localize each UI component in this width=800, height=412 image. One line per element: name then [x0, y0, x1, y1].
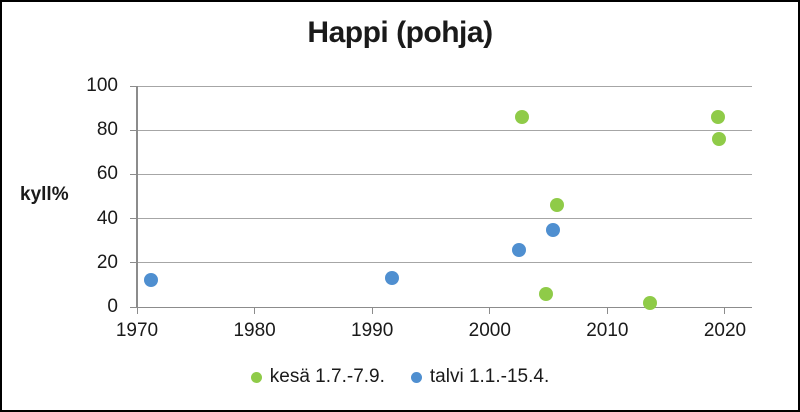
data-point-talvi	[512, 242, 527, 257]
y-tick-mark	[130, 306, 137, 308]
data-point-talvi	[144, 273, 159, 288]
h-gridline	[137, 173, 752, 175]
x-tick-label: 1970	[115, 320, 159, 341]
y-tick-mark	[130, 173, 137, 175]
data-point-kesa	[642, 295, 657, 310]
chart-title: Happi (pohja)	[307, 16, 493, 49]
y-axis-line	[136, 86, 138, 308]
y-tick-label: 40	[96, 207, 118, 229]
data-point-talvi	[385, 271, 400, 286]
y-tick-label: 100	[86, 75, 118, 96]
y-tick-mark	[130, 262, 137, 264]
data-point-talvi	[546, 222, 561, 237]
x-tick-mark	[606, 307, 608, 314]
x-axis-line	[137, 306, 752, 308]
x-tick-label: 1980	[233, 320, 276, 341]
legend-item-talvi: talvi 1.1.-15.4.	[410, 366, 550, 388]
x-tick-mark	[724, 307, 726, 314]
x-tick-label: 2010	[586, 320, 629, 341]
data-point-kesa	[712, 132, 727, 147]
legend: kesä 1.7.-7.9. talvi 1.1.-15.4.	[2, 366, 798, 388]
legend-marker-kesa-icon	[250, 371, 262, 383]
h-gridline	[137, 129, 752, 131]
legend-marker-talvi-icon	[410, 371, 422, 383]
x-tick-mark	[371, 307, 373, 314]
legend-label-talvi: talvi 1.1.-15.4.	[429, 366, 550, 387]
y-axis-title: kyll%	[20, 184, 69, 205]
y-tick-mark	[130, 218, 137, 220]
x-tick-label: 1990	[351, 320, 394, 341]
h-gridline	[137, 262, 752, 264]
legend-item-kesa: kesä 1.7.-7.9.	[250, 366, 385, 388]
y-tick-mark	[130, 129, 137, 131]
x-tick-label: 2020	[703, 320, 747, 341]
y-tick-mark	[130, 85, 137, 87]
data-point-kesa	[539, 286, 554, 301]
x-tick-mark	[489, 307, 491, 314]
data-point-kesa	[514, 109, 529, 124]
y-tick-label: 60	[96, 163, 118, 185]
x-tick-label: 2000	[468, 320, 511, 341]
legend-label-kesa: kesä 1.7.-7.9.	[269, 366, 385, 387]
x-tick-mark	[136, 307, 138, 314]
data-point-kesa	[710, 109, 725, 124]
h-gridline	[137, 218, 752, 220]
y-tick-label: 80	[96, 119, 118, 141]
y-tick-label: 20	[96, 251, 118, 273]
x-tick-mark	[254, 307, 256, 314]
h-gridline	[137, 85, 752, 87]
data-point-kesa	[549, 198, 564, 213]
y-tick-label: 0	[107, 296, 118, 317]
